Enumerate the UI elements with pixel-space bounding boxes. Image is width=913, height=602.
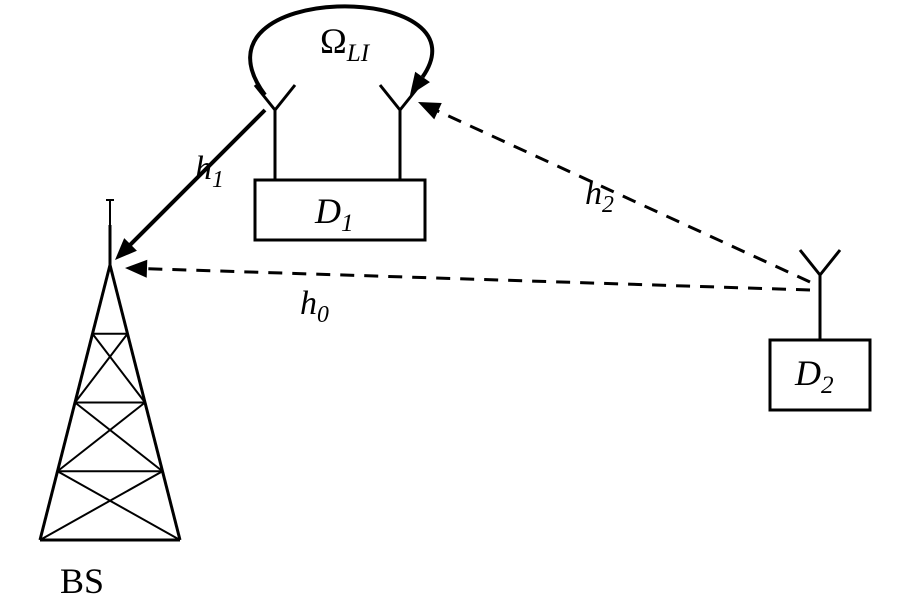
diagram-canvas xyxy=(0,0,913,598)
h0-label: h0 xyxy=(300,285,329,329)
d1-label: D1 xyxy=(315,190,354,238)
omega-li-label: ΩLI xyxy=(320,20,369,68)
bs-label: BS xyxy=(60,560,104,602)
h2-label: h2 xyxy=(585,175,614,219)
h1-label: h1 xyxy=(195,150,224,194)
d2-label: D2 xyxy=(795,352,834,400)
